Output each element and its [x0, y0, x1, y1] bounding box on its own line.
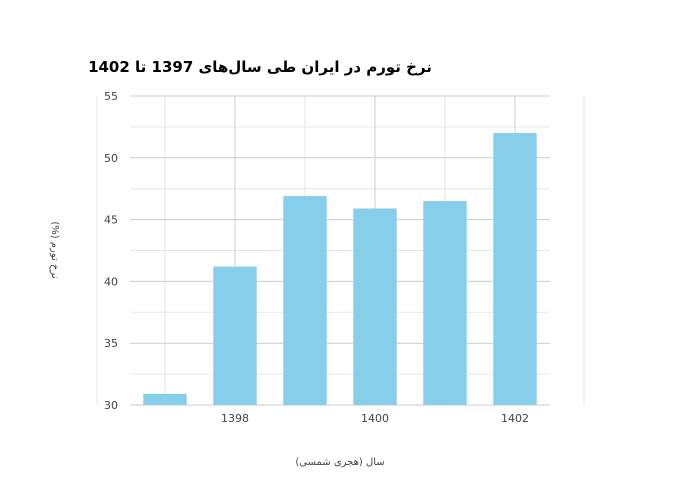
x-axis-ticks: 1398 1400 1402: [221, 412, 529, 425]
chart-title: نرخ تورم در ایران طی سال‌های 1397 تا 140…: [88, 58, 432, 76]
bar-1399: [283, 196, 327, 405]
y-tick-label: 35: [104, 337, 118, 350]
y-tick-label: 55: [104, 90, 118, 103]
y-tick-label: 30: [104, 399, 118, 412]
bar-1397: [143, 393, 187, 405]
x-tick-label: 1402: [501, 412, 529, 425]
y-axis-label: نرخ تورم (%): [49, 221, 60, 278]
y-tick-label: 45: [104, 214, 118, 227]
bar-1401: [423, 201, 467, 405]
y-tick-label: 50: [104, 152, 118, 165]
y-axis-ticks: 30 35 40 45 50 55: [104, 90, 118, 412]
x-axis-label: سال (هجری شمسی): [295, 457, 384, 468]
bar-1400: [353, 208, 397, 405]
bar-1398: [213, 266, 257, 405]
y-tick-label: 40: [104, 275, 118, 288]
bar-1402: [493, 133, 537, 405]
bars: [143, 133, 537, 405]
x-tick-label: 1398: [221, 412, 249, 425]
x-tick-label: 1400: [361, 412, 389, 425]
